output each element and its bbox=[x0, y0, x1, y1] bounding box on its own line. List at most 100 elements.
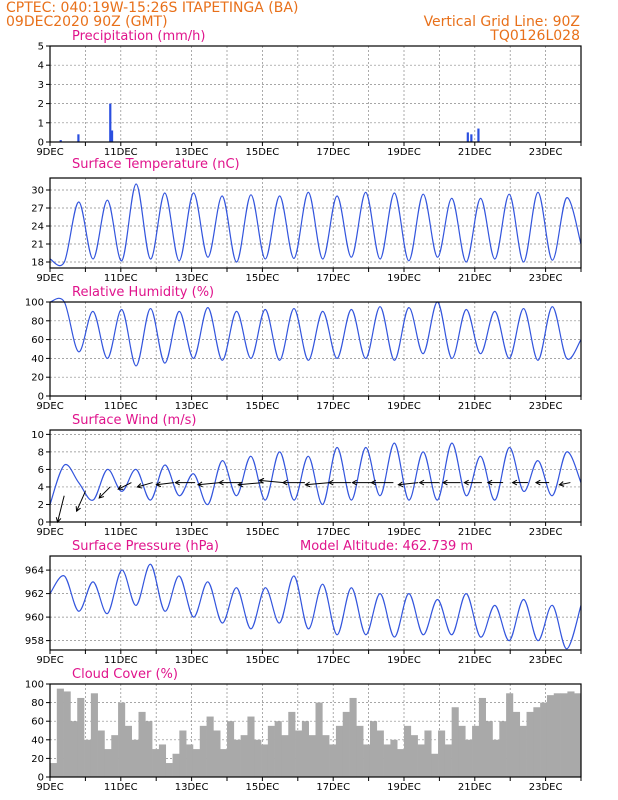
y-tick-label: 4 bbox=[38, 61, 44, 72]
y-tick-label: 0 bbox=[38, 518, 44, 529]
cloud-cover-bar bbox=[383, 744, 391, 777]
wind-arrow-head bbox=[534, 479, 541, 486]
x-tick-label: 9DEC bbox=[36, 782, 63, 793]
cloud-cover-bar bbox=[499, 721, 507, 777]
cloud-cover-bar bbox=[404, 725, 412, 777]
y-tick-label: 0 bbox=[38, 773, 44, 784]
wind-arrow-head bbox=[218, 479, 224, 486]
wind-arrow-head bbox=[558, 481, 565, 487]
series-line bbox=[49, 442, 582, 506]
x-tick-label: 11DEC bbox=[104, 273, 138, 284]
x-tick-label: 17DEC bbox=[316, 401, 350, 412]
x-tick-label: 21DEC bbox=[458, 782, 492, 793]
wind-arrow bbox=[197, 482, 220, 486]
x-tick-label: 23DEC bbox=[529, 527, 563, 538]
wind-arrow-head bbox=[155, 481, 162, 488]
header-model-label: TQ0126L028 bbox=[490, 28, 580, 44]
cloud-cover-bar bbox=[472, 725, 480, 777]
cloud-cover-bar bbox=[288, 711, 296, 777]
x-tick-label: 17DEC bbox=[316, 655, 350, 666]
x-tick-label: 19DEC bbox=[387, 782, 421, 793]
wind-arrow-head bbox=[237, 481, 243, 488]
y-tick-label: 2 bbox=[38, 99, 44, 110]
cloud-cover-bar bbox=[540, 702, 548, 777]
cloud-cover-bar bbox=[512, 711, 521, 777]
cloud-panel: 0 20 40 60 80 100 9DEC 11DEC 13DEC 15DEC 17DEC 19DE… bbox=[25, 667, 582, 793]
wind-arrow-head bbox=[418, 479, 425, 486]
y-tick-label: 1 bbox=[38, 118, 44, 129]
cloud-cover-bar bbox=[335, 725, 344, 777]
cloud-cover-bar bbox=[553, 693, 561, 777]
pressure-panel: 958 960 962 964 9DEC 11DEC 13DEC 15DEC 17DEC 19DE… bbox=[25, 539, 582, 666]
wind-arrow-head bbox=[486, 479, 493, 486]
cloud-cover-bar bbox=[104, 749, 112, 777]
y-tick-label: 3 bbox=[38, 80, 44, 91]
cloud-cover-bar bbox=[315, 702, 323, 777]
cloud-cover-bar bbox=[145, 721, 153, 777]
cloud-cover-bar bbox=[111, 735, 119, 777]
cloud-cover-bar bbox=[397, 749, 405, 777]
precip-bar bbox=[77, 134, 80, 142]
y-tick-label: 18 bbox=[31, 258, 44, 269]
x-tick-label: 17DEC bbox=[316, 273, 350, 284]
cloud-cover-bar bbox=[533, 707, 541, 777]
cloud-cover-bar bbox=[179, 730, 187, 777]
x-tick-label: 23DEC bbox=[529, 273, 563, 284]
x-tick-label: 9DEC bbox=[36, 147, 63, 158]
cloud-cover-bar bbox=[308, 735, 316, 777]
cloud-cover-bar bbox=[451, 707, 459, 777]
cloud-cover-bar bbox=[199, 725, 207, 777]
panel-title: Cloud Cover (%) bbox=[72, 667, 178, 682]
x-tick-label: 9DEC bbox=[36, 655, 63, 666]
cloud-cover-bar bbox=[444, 744, 452, 777]
wind-arrow bbox=[259, 479, 284, 484]
panel-frame bbox=[49, 683, 582, 778]
cloud-cover-bar bbox=[363, 744, 371, 777]
wind-arrow bbox=[117, 482, 132, 490]
x-tick-label: 11DEC bbox=[104, 782, 138, 793]
cloud-cover-bar bbox=[254, 739, 262, 777]
x-tick-label: 15DEC bbox=[246, 401, 280, 412]
panel-subtitle: Model Altitude: 462.739 m bbox=[300, 539, 473, 554]
cloud-cover-bar bbox=[376, 730, 384, 777]
panel-title: Precipitation (mm/h) bbox=[72, 29, 205, 44]
precip-bar bbox=[109, 103, 112, 142]
wind-arrow bbox=[398, 482, 419, 486]
cloud-cover-bar bbox=[342, 711, 350, 777]
panel-title: Relative Humidity (%) bbox=[72, 285, 214, 300]
y-tick-label: 60 bbox=[31, 717, 44, 728]
y-tick-label: 8 bbox=[38, 447, 44, 458]
x-tick-label: 11DEC bbox=[104, 401, 138, 412]
wind-arrow-head bbox=[327, 479, 334, 486]
wind-arrow-head bbox=[441, 479, 448, 486]
wind-arrow-head bbox=[75, 506, 81, 513]
cloud-cover-bar bbox=[118, 702, 126, 777]
precip-bar bbox=[110, 130, 114, 142]
y-tick-label: 60 bbox=[31, 335, 44, 346]
cloud-cover-bar bbox=[247, 716, 255, 777]
y-tick-label: 80 bbox=[31, 316, 44, 327]
temperature-panel: 18 21 24 27 30 9DEC 11DEC 13DEC 15DEC 17DEC 19DEC 2… bbox=[31, 157, 582, 284]
cloud-cover-bar bbox=[240, 735, 248, 777]
x-tick-label: 17DEC bbox=[316, 527, 350, 538]
wind-arrow-head bbox=[463, 479, 469, 486]
y-tick-label: 40 bbox=[31, 354, 44, 365]
x-tick-label: 21DEC bbox=[458, 655, 492, 666]
x-tick-label: 19DEC bbox=[387, 655, 421, 666]
header-date-line: 09DEC2020 90Z (GMT) bbox=[6, 14, 168, 30]
wind-arrow bbox=[57, 495, 65, 523]
wind-arrow-head bbox=[351, 479, 357, 486]
cloud-cover-bar bbox=[213, 730, 221, 777]
cloud-cover-bar bbox=[70, 721, 78, 777]
panel-frame bbox=[49, 45, 582, 143]
cloud-cover-bar bbox=[281, 735, 289, 777]
y-tick-label: 24 bbox=[31, 222, 44, 233]
x-tick-label: 15DEC bbox=[246, 782, 280, 793]
header-grid-line-label: Vertical Grid Line: 90Z bbox=[423, 14, 580, 30]
cloud-cover-bar bbox=[56, 688, 64, 777]
x-tick-label: 21DEC bbox=[458, 147, 492, 158]
y-tick-label: 6 bbox=[38, 465, 44, 476]
x-tick-label: 21DEC bbox=[458, 273, 492, 284]
cloud-cover-bar bbox=[301, 721, 309, 777]
x-tick-label: 13DEC bbox=[175, 782, 209, 793]
